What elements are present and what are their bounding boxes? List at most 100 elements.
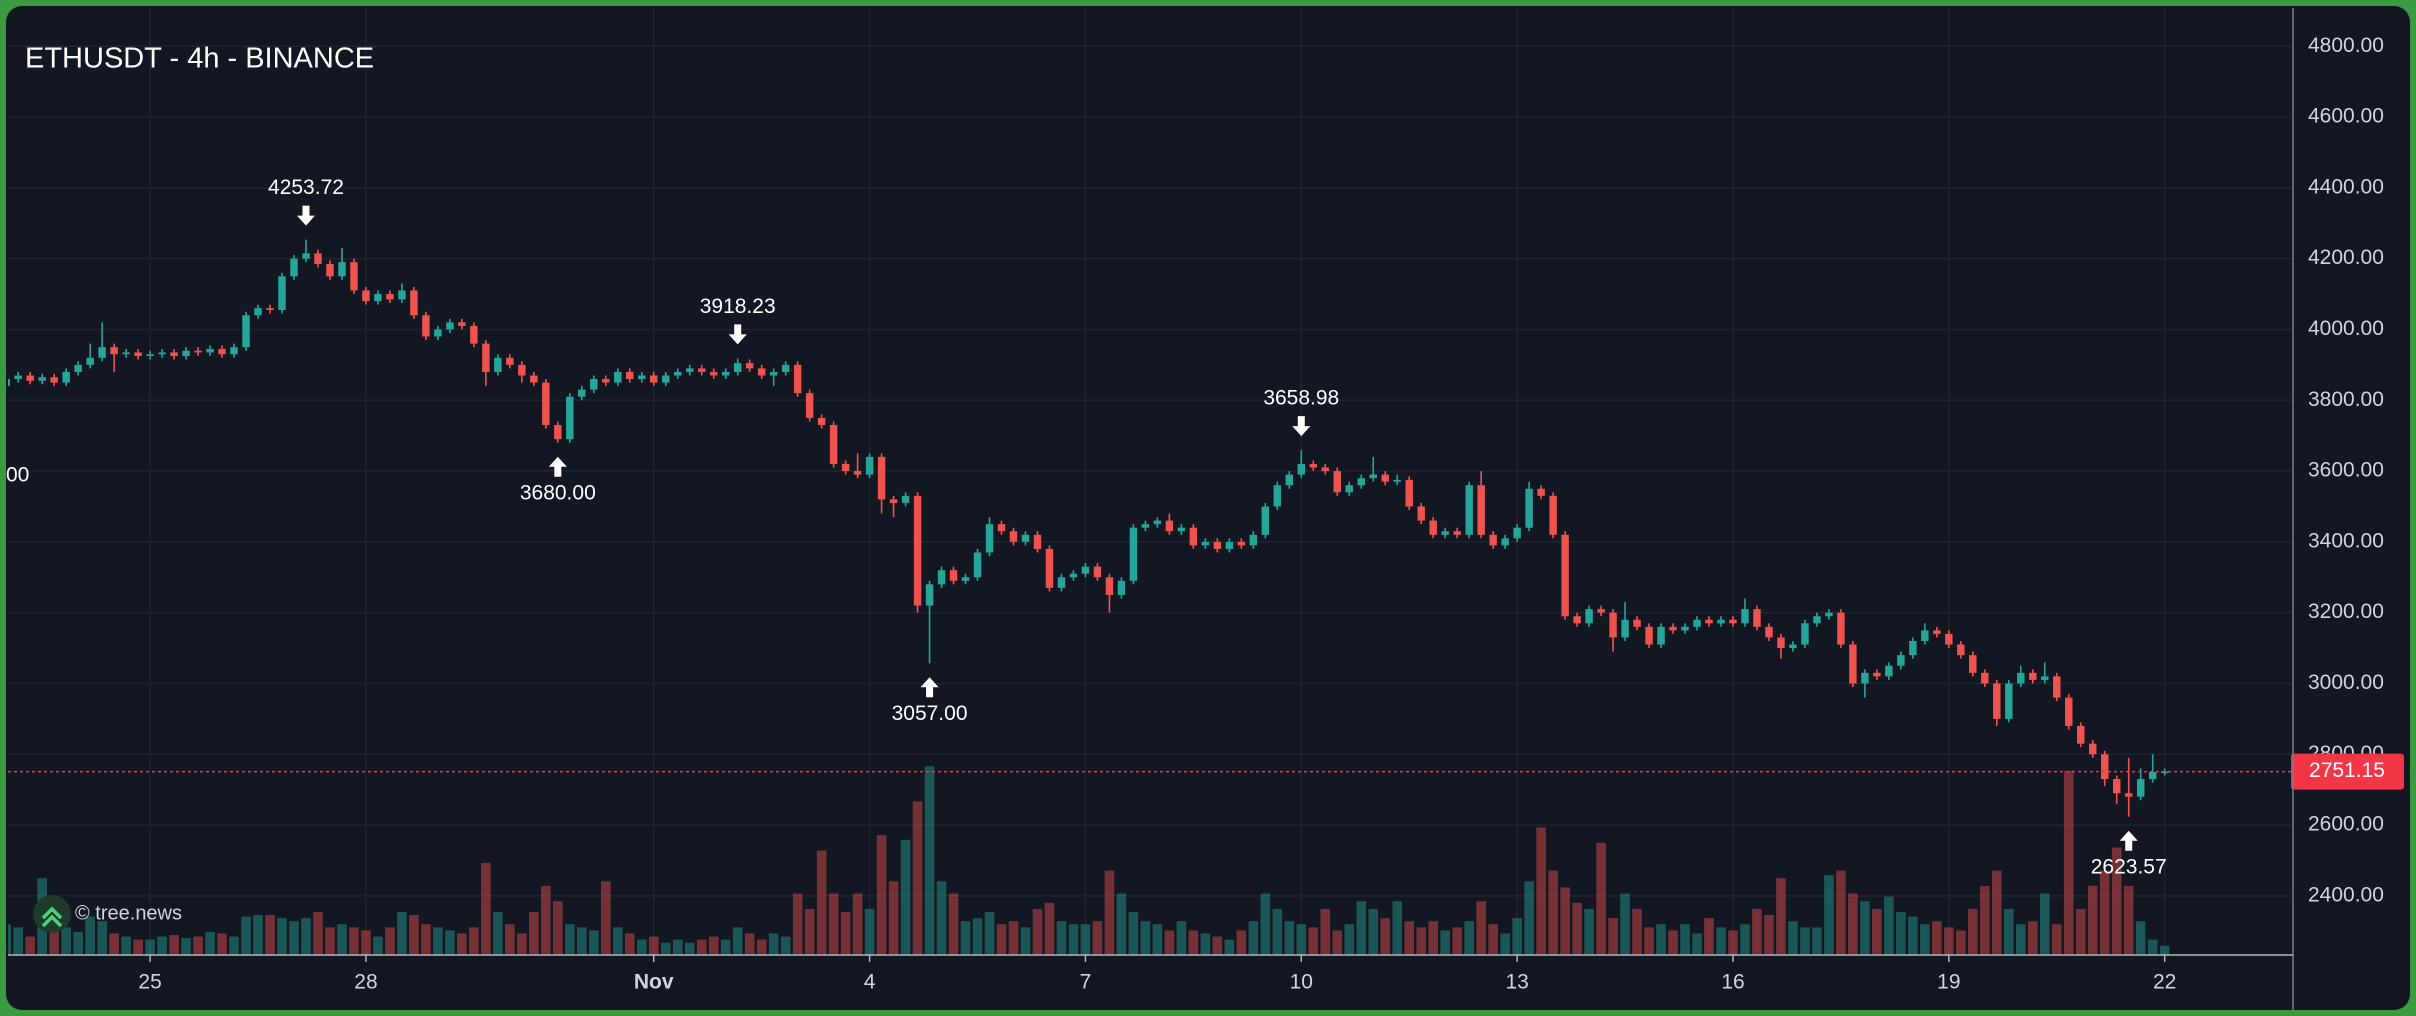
candle-body — [1933, 630, 1941, 634]
volume-bar — [217, 933, 227, 955]
volume-bar — [1128, 911, 1139, 955]
x-tick-label: 28 — [354, 971, 377, 994]
volume-bar — [49, 921, 59, 955]
candle-body — [566, 396, 574, 440]
volume-bar — [1884, 896, 1894, 955]
volume-bar — [541, 885, 551, 955]
candle-body — [1009, 531, 1018, 542]
candle-body — [1825, 612, 1833, 617]
volume-bar — [1368, 908, 1379, 955]
volume-bar — [1284, 921, 1295, 955]
candle-body — [218, 348, 226, 355]
volume-bar — [205, 931, 215, 955]
candle-body — [949, 570, 958, 581]
annotation-arrow — [1292, 416, 1311, 437]
candle-body — [290, 258, 298, 277]
volume-bar — [2111, 847, 2122, 955]
candle-body — [1729, 619, 1737, 624]
watermark-logo-chevrons — [41, 906, 63, 928]
candle-body — [1921, 630, 1929, 641]
candle-body — [302, 253, 310, 259]
grid — [8, 8, 2293, 955]
candle-body — [985, 524, 994, 553]
candle-body — [554, 425, 562, 440]
candle-body — [1321, 467, 1329, 472]
candle-body — [937, 570, 946, 585]
volume-bar — [1488, 924, 1498, 955]
candle-body — [1177, 527, 1186, 532]
volume-bar — [840, 911, 851, 955]
candle-body — [38, 377, 46, 381]
candle-body — [458, 322, 466, 326]
candle-body — [2101, 754, 2109, 780]
volume-bar — [1788, 921, 1798, 955]
volume-bar — [1296, 924, 1307, 955]
annotation-label: 3658.98 — [1263, 387, 1339, 410]
candle-body — [1069, 573, 1078, 578]
volume-bar — [1176, 921, 1187, 955]
last-price-box — [2291, 753, 2404, 790]
x-tick-label: 25 — [138, 971, 161, 994]
last-price-label: 2751.15 — [2309, 759, 2385, 782]
candle-body — [757, 368, 766, 376]
volume-bar — [1344, 924, 1355, 955]
candle-body — [1885, 665, 1893, 677]
volume-bar — [768, 933, 779, 955]
candle-layer — [8, 239, 2169, 817]
volume-bar — [2075, 908, 2086, 955]
candle-body — [1105, 577, 1114, 595]
candle-body — [1153, 520, 1162, 525]
candle-body — [1117, 580, 1126, 595]
volume-bar — [1860, 901, 1870, 955]
candle-body — [769, 371, 778, 376]
volume-bar — [181, 938, 191, 955]
candle-body — [170, 352, 178, 357]
volume-bar — [2123, 885, 2134, 955]
volume-bar — [145, 939, 155, 955]
volume-bar — [1596, 842, 1606, 955]
volume-bar — [1620, 893, 1630, 955]
volume-bar — [2039, 893, 2050, 955]
volume-bar — [1044, 902, 1055, 955]
volume-bar — [864, 908, 875, 955]
candle-body — [1417, 506, 1425, 521]
candle-body — [134, 352, 142, 357]
volume-bar — [277, 918, 287, 955]
candle-body — [2124, 793, 2133, 797]
candle-body — [1249, 534, 1258, 546]
candle-body — [1981, 672, 1989, 684]
candle-body — [110, 347, 118, 355]
candle-body — [386, 294, 394, 300]
chart-title: ETHUSDT - 4h - BINANCE — [25, 43, 374, 75]
background — [6, 6, 2410, 1010]
x-tick-label: 22 — [2153, 971, 2176, 994]
volume-bar — [1248, 921, 1259, 955]
annotation-arrow — [728, 324, 747, 345]
candle-body — [74, 364, 82, 372]
volume-bar — [1656, 924, 1666, 955]
candle-body — [1609, 612, 1617, 638]
candle-body — [865, 456, 874, 475]
volume-bar — [1644, 927, 1654, 955]
volume-bar — [565, 924, 575, 955]
candle-body — [1201, 541, 1210, 546]
volume-bar — [1536, 827, 1546, 955]
candle-body — [1489, 534, 1497, 546]
candle-body — [410, 290, 418, 316]
candle-body — [973, 552, 982, 578]
volume-bar — [1032, 908, 1043, 955]
volume-bar — [660, 942, 671, 955]
y-tick-label: 4000.00 — [2308, 317, 2384, 340]
annotation-label: 4253.72 — [268, 176, 344, 199]
volume-bar — [1164, 930, 1175, 955]
candle-body — [1897, 655, 1905, 666]
candle-body — [1669, 626, 1677, 631]
volume-bar — [469, 927, 479, 955]
candle-body — [626, 371, 634, 380]
volume-bar — [1932, 921, 1942, 955]
volume-bar — [517, 933, 527, 955]
volume-bar — [529, 911, 539, 955]
volume-bar — [1584, 908, 1594, 955]
candle-body — [470, 325, 478, 344]
candle-body — [494, 357, 502, 372]
